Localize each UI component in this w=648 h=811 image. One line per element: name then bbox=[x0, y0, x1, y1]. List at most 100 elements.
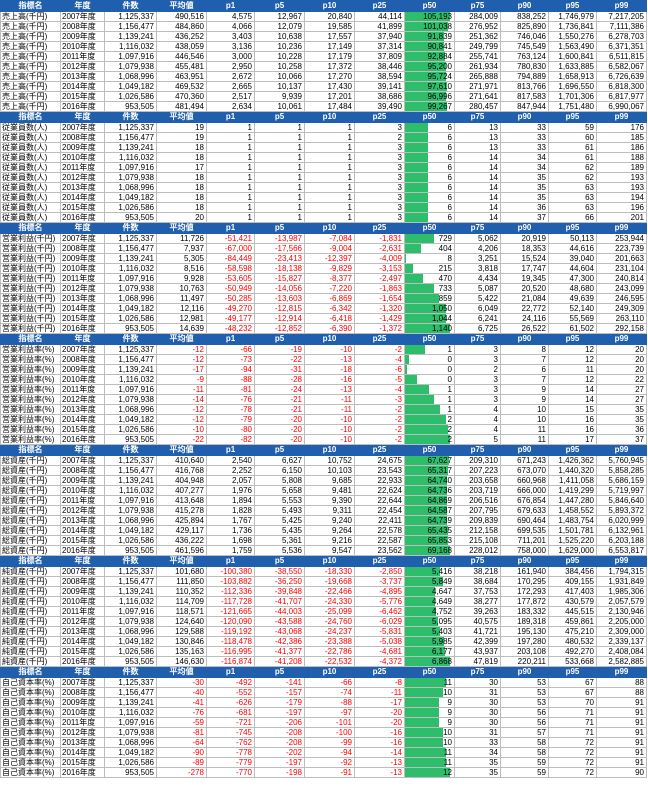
p90-cell[interactable]: 59 bbox=[500, 757, 549, 768]
p95-cell[interactable]: 70 bbox=[548, 697, 597, 708]
p25-cell[interactable]: -1,831 bbox=[354, 233, 405, 244]
p75-cell[interactable]: 14 bbox=[454, 162, 501, 173]
column-header-p5[interactable]: p5 bbox=[254, 666, 305, 678]
p5-cell[interactable]: -36,250 bbox=[254, 576, 305, 587]
p75-cell[interactable]: 209,839 bbox=[454, 515, 501, 526]
column-header-p90[interactable]: p90 bbox=[500, 333, 549, 345]
mean-cell[interactable]: -40 bbox=[156, 687, 207, 698]
p90-cell[interactable]: 53 bbox=[500, 687, 549, 698]
p1-cell[interactable]: -778 bbox=[206, 747, 255, 758]
count-cell[interactable]: 1,079,938 bbox=[104, 727, 157, 738]
p1-cell[interactable]: -626 bbox=[206, 697, 255, 708]
metric-name-cell[interactable]: 自己資本率(%) bbox=[0, 687, 61, 698]
p25-cell[interactable]: 38,446 bbox=[354, 61, 405, 72]
p99-cell[interactable]: 90 bbox=[596, 767, 647, 778]
count-cell[interactable]: 1,156,477 bbox=[104, 132, 157, 143]
p1-cell[interactable]: -50,949 bbox=[206, 283, 255, 294]
p95-cell[interactable]: 48,680 bbox=[548, 283, 597, 294]
column-header-p95[interactable]: p95 bbox=[548, 333, 597, 345]
mean-cell[interactable]: 416,768 bbox=[156, 465, 207, 476]
mean-cell[interactable]: 436,222 bbox=[156, 535, 207, 546]
p95-cell[interactable]: 61 bbox=[548, 142, 597, 153]
p75-cell[interactable]: 30 bbox=[454, 717, 501, 728]
column-header-p75[interactable]: p75 bbox=[454, 555, 501, 567]
mean-cell[interactable]: 455,481 bbox=[156, 61, 207, 72]
p95-cell[interactable]: 445,515 bbox=[548, 606, 597, 617]
metric-name-cell[interactable]: 営業利益率(%) bbox=[0, 344, 61, 355]
p90-cell[interactable]: 813,766 bbox=[500, 81, 549, 92]
mean-cell[interactable]: -81 bbox=[156, 727, 207, 738]
column-header-p10[interactable]: p10 bbox=[304, 333, 355, 345]
p50-cell[interactable]: 10 bbox=[404, 687, 455, 698]
p90-cell[interactable]: 7 bbox=[500, 374, 549, 385]
p75-cell[interactable]: 14 bbox=[454, 202, 501, 213]
mean-cell[interactable]: 438,059 bbox=[156, 41, 207, 52]
mean-cell[interactable]: 19 bbox=[156, 122, 207, 133]
p10-cell[interactable]: -13 bbox=[304, 354, 355, 365]
p75-cell[interactable]: 255,741 bbox=[454, 51, 501, 62]
p10-cell[interactable]: -94 bbox=[304, 747, 355, 758]
year-cell[interactable]: 2016年度 bbox=[60, 767, 105, 778]
column-header-p90[interactable]: p90 bbox=[500, 111, 549, 123]
p75-cell[interactable]: 3 bbox=[454, 384, 501, 395]
p25-cell[interactable]: 3 bbox=[354, 202, 405, 213]
column-header-p50[interactable]: p50 bbox=[404, 0, 455, 12]
column-header-mean[interactable]: 平均値 bbox=[156, 0, 207, 12]
metric-name-cell[interactable]: 純資産(千円) bbox=[0, 646, 61, 657]
p75-cell[interactable]: 35 bbox=[454, 757, 501, 768]
count-cell[interactable]: 1,139,241 bbox=[104, 697, 157, 708]
p10-cell[interactable]: -99 bbox=[304, 737, 355, 748]
p95-cell[interactable]: 67 bbox=[548, 687, 597, 698]
p75-cell[interactable]: 276,952 bbox=[454, 21, 501, 32]
column-header-p75[interactable]: p75 bbox=[454, 333, 501, 345]
year-cell[interactable]: 2013年度 bbox=[60, 293, 105, 304]
column-header-p99[interactable]: p99 bbox=[596, 0, 647, 12]
p95-cell[interactable]: 459,861 bbox=[548, 616, 597, 627]
p75-cell[interactable]: 212,158 bbox=[454, 525, 501, 536]
metric-name-cell[interactable]: 売上高(千円) bbox=[0, 101, 61, 112]
p10-cell[interactable]: 10,752 bbox=[304, 455, 355, 466]
p99-cell[interactable]: 292,158 bbox=[596, 323, 647, 334]
p95-cell[interactable]: 61,502 bbox=[548, 323, 597, 334]
p99-cell[interactable]: 2,339,137 bbox=[596, 636, 647, 647]
p95-cell[interactable]: 60 bbox=[548, 132, 597, 143]
p5-cell[interactable]: -12,852 bbox=[254, 323, 305, 334]
p90-cell[interactable]: 56 bbox=[500, 717, 549, 728]
column-header-p1[interactable]: p1 bbox=[206, 555, 255, 567]
mean-cell[interactable]: 7,937 bbox=[156, 243, 207, 254]
p50-cell[interactable]: 1 bbox=[404, 344, 455, 355]
p10-cell[interactable]: -6,390 bbox=[304, 323, 355, 334]
count-cell[interactable]: 1,139,241 bbox=[104, 253, 157, 264]
p50-cell[interactable]: 105,193 bbox=[404, 11, 455, 22]
p5-cell[interactable]: 9,939 bbox=[254, 91, 305, 102]
count-cell[interactable]: 1,125,337 bbox=[104, 455, 157, 466]
p10-cell[interactable]: -18 bbox=[304, 364, 355, 375]
metric-name-cell[interactable]: 総資産(千円) bbox=[0, 525, 61, 536]
year-cell[interactable]: 2008年度 bbox=[60, 132, 105, 143]
p75-cell[interactable]: 6,241 bbox=[454, 313, 501, 324]
p75-cell[interactable]: 47,819 bbox=[454, 656, 501, 667]
p95-cell[interactable]: 480,532 bbox=[548, 636, 597, 647]
column-header-year[interactable]: 年度 bbox=[60, 444, 105, 456]
mean-cell[interactable]: 446,546 bbox=[156, 51, 207, 62]
column-header-p75[interactable]: p75 bbox=[454, 111, 501, 123]
metric-name-cell[interactable]: 営業利益(千円) bbox=[0, 303, 61, 314]
mean-cell[interactable]: -41 bbox=[156, 697, 207, 708]
mean-cell[interactable]: 18 bbox=[156, 182, 207, 193]
p99-cell[interactable]: 27 bbox=[596, 384, 647, 395]
count-cell[interactable]: 1,125,337 bbox=[104, 344, 157, 355]
p1-cell[interactable]: 1 bbox=[206, 182, 255, 193]
p50-cell[interactable]: 64,740 bbox=[404, 475, 455, 486]
p25-cell[interactable]: -2,850 bbox=[354, 566, 405, 577]
column-header-p99[interactable]: p99 bbox=[596, 666, 647, 678]
p1-cell[interactable]: 2,252 bbox=[206, 465, 255, 476]
p50-cell[interactable]: 1,140 bbox=[404, 323, 455, 334]
p50-cell[interactable]: 6 bbox=[404, 182, 455, 193]
count-cell[interactable]: 1,156,477 bbox=[104, 21, 157, 32]
mean-cell[interactable]: 129,588 bbox=[156, 626, 207, 637]
p25-cell[interactable]: -1,863 bbox=[354, 283, 405, 294]
p5-cell[interactable]: 10,066 bbox=[254, 71, 305, 82]
p95-cell[interactable]: 62 bbox=[548, 172, 597, 183]
p50-cell[interactable]: 1,044 bbox=[404, 313, 455, 324]
p5-cell[interactable]: -41,208 bbox=[254, 656, 305, 667]
